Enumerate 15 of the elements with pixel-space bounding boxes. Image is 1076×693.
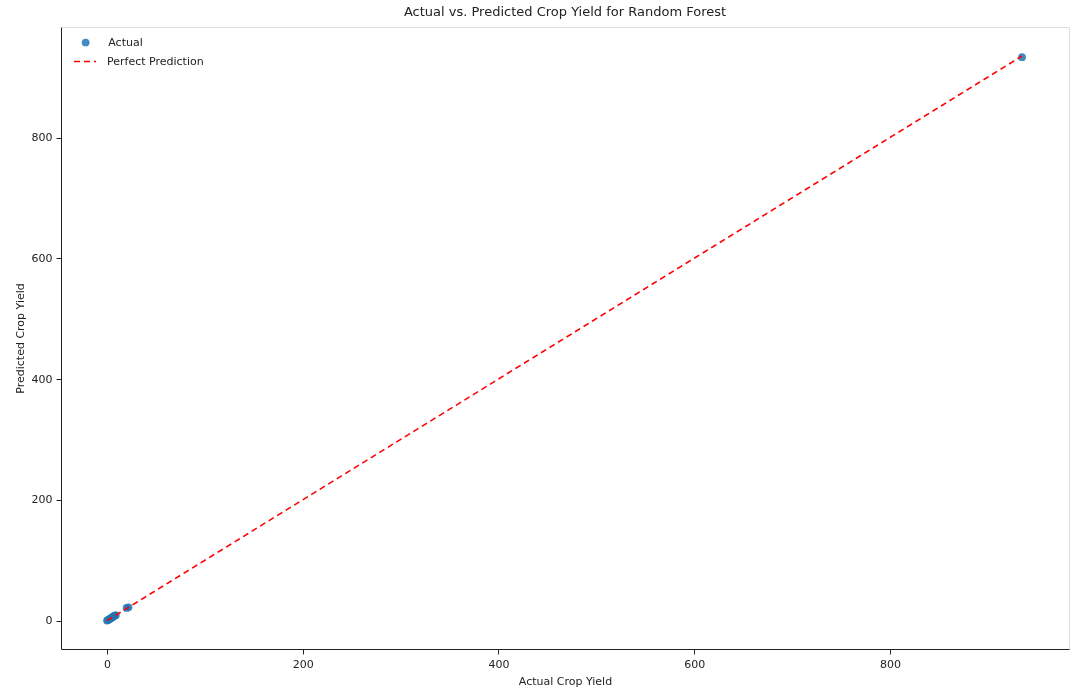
y-tick-label: 0 <box>45 614 53 628</box>
y-tick-label: 400 <box>31 372 53 386</box>
x-tick-label: 200 <box>292 657 314 671</box>
y-axis-title: Predicted Crop Yield <box>13 283 27 394</box>
chart-title: Actual vs. Predicted Crop Yield for Random Forest <box>403 4 727 19</box>
x-tick-label: 0 <box>104 657 111 671</box>
x-tick-label: 800 <box>879 657 901 671</box>
y-tick-label: 600 <box>31 251 53 265</box>
y-tick-label: 200 <box>31 493 53 507</box>
x-axis-title: Actual Crop Yield <box>518 674 613 688</box>
legend-label: Actual <box>108 35 143 49</box>
x-tick-label: 400 <box>488 657 510 671</box>
y-tick-label: 800 <box>31 131 53 145</box>
x-tick-label: 600 <box>684 657 706 671</box>
legend-label: Perfect Prediction <box>107 54 204 68</box>
